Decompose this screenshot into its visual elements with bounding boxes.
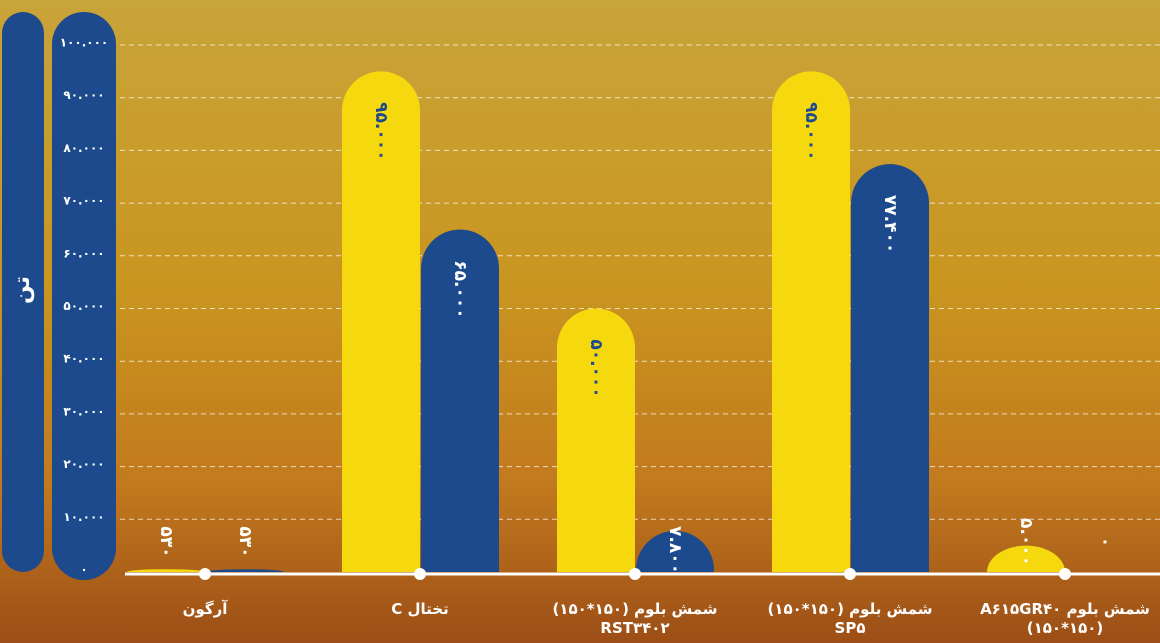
category-dot (844, 568, 856, 580)
value-label: ۰ (1095, 537, 1115, 547)
y-tick-label: ۸۰.۰۰۰ (63, 141, 104, 155)
bar (127, 569, 205, 572)
value-label: ۷۷.۴۰۰ (880, 195, 900, 253)
category-dot (199, 568, 211, 580)
category-dot (1059, 568, 1071, 580)
value-label: ۵۰.۰۰۰ (586, 339, 606, 397)
y-tick-label: ۲۰.۰۰۰ (63, 457, 104, 471)
chart: تن ۰ ۱۰.۰۰۰ ۲۰.۰۰۰ ۳۰.۰۰۰ ۴۰.۰۰۰ ۵۰.۰۰۰ ۶۰.۰۰۰… (0, 0, 1160, 643)
y-tick-label: ۶۰.۰۰۰ (63, 246, 104, 260)
y-tick-label: ۱۰.۰۰۰ (63, 510, 104, 524)
value-label: ۶۵.۰۰۰ (450, 260, 470, 318)
chart-svg: تن ۰ ۱۰.۰۰۰ ۲۰.۰۰۰ ۳۰.۰۰۰ ۴۰.۰۰۰ ۵۰.۰۰۰ ۶۰.۰۰۰… (0, 0, 1160, 643)
x-tick-label: شمش بلوم A۶۱۵GR۴۰ (۱۵۰*۱۵۰) (965, 600, 1160, 638)
value-label: ۹۵.۰۰۰ (371, 102, 391, 160)
x-tick-label: آرگون (105, 600, 305, 619)
value-label: ۵.۰۰۰ (1016, 518, 1036, 566)
y-tick-label: ۱۰۰.۰۰۰ (60, 36, 109, 50)
value-label: ۵۳۰ (235, 526, 255, 557)
y-tick-label: ۹۰.۰۰۰ (63, 88, 104, 102)
y-tick-label: ۳۰.۰۰۰ (63, 404, 104, 418)
y-tick-label: ۵۰.۰۰۰ (63, 299, 104, 313)
y-tick-label: ۴۰.۰۰۰ (63, 352, 104, 366)
x-tick-label: شمش بلوم (۱۵۰*۱۵۰) RST۳۴۰۲ (535, 600, 735, 638)
bar (206, 569, 284, 572)
y-axis-title: تن (10, 276, 35, 304)
value-label: ۵۳۰ (156, 526, 176, 557)
value-label: ۹۵.۰۰۰ (801, 102, 821, 160)
value-label: ۷.۸۰۰ (665, 526, 685, 574)
x-tick-label: تختال C (320, 600, 520, 619)
y-tick-label: ۷۰.۰۰۰ (63, 194, 104, 208)
x-tick-label: شمش بلوم (۱۵۰*۱۵۰) SP۵ (750, 600, 950, 638)
y-tick-label: ۰ (80, 563, 87, 577)
category-dot (629, 568, 641, 580)
category-dot (414, 568, 426, 580)
